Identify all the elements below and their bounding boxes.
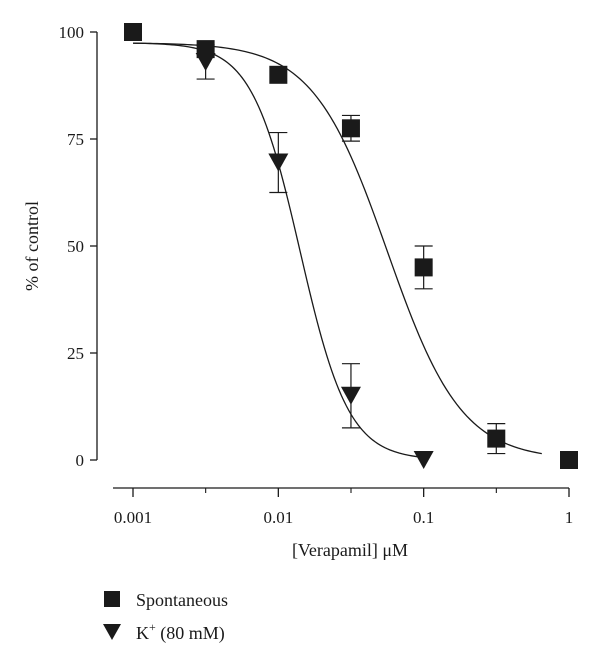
x-tick-label: 0.01 <box>263 508 293 527</box>
legend-k-main: K <box>136 623 149 643</box>
square-point <box>487 429 506 448</box>
square-point <box>124 23 142 41</box>
legend-k-rest: (80 mM) <box>156 623 225 644</box>
x-tick-label: 1 <box>565 508 574 527</box>
legend-k-sup: + <box>149 620 156 634</box>
axes <box>90 31 570 497</box>
x-axis-title: [Verapamil] μM <box>292 540 408 560</box>
square-point <box>341 119 360 138</box>
square-point <box>414 258 433 277</box>
legend-triangle-marker <box>103 624 121 640</box>
fit-curve <box>132 42 542 455</box>
legend: Spontaneous K+ (80 mM) <box>103 590 228 644</box>
triangle-point <box>268 153 289 172</box>
y-tick-label: 0 <box>76 451 85 470</box>
y-tick-label: 50 <box>67 237 84 256</box>
y-tick-label: 25 <box>67 344 84 363</box>
triangle-point <box>195 52 216 71</box>
fit-curve <box>132 42 424 459</box>
x-tick-label: 0.001 <box>114 508 152 527</box>
y-tick-label: 100 <box>59 23 85 42</box>
fit-curves <box>132 42 542 459</box>
tick-labels: 0 25 50 75 100 0.001 0.01 0.1 1 <box>59 23 574 527</box>
square-point <box>560 451 578 469</box>
square-point <box>269 65 288 84</box>
y-tick-label: 75 <box>67 130 84 149</box>
x-tick-label: 0.1 <box>413 508 434 527</box>
triangle-point <box>413 451 434 469</box>
legend-square-marker <box>104 591 120 607</box>
legend-spontaneous-label: Spontaneous <box>136 590 228 610</box>
triangle-point <box>340 386 361 405</box>
legend-k-label: K+ (80 mM) <box>136 620 225 644</box>
data-points <box>124 23 578 469</box>
y-axis-title: % of control <box>22 201 42 291</box>
